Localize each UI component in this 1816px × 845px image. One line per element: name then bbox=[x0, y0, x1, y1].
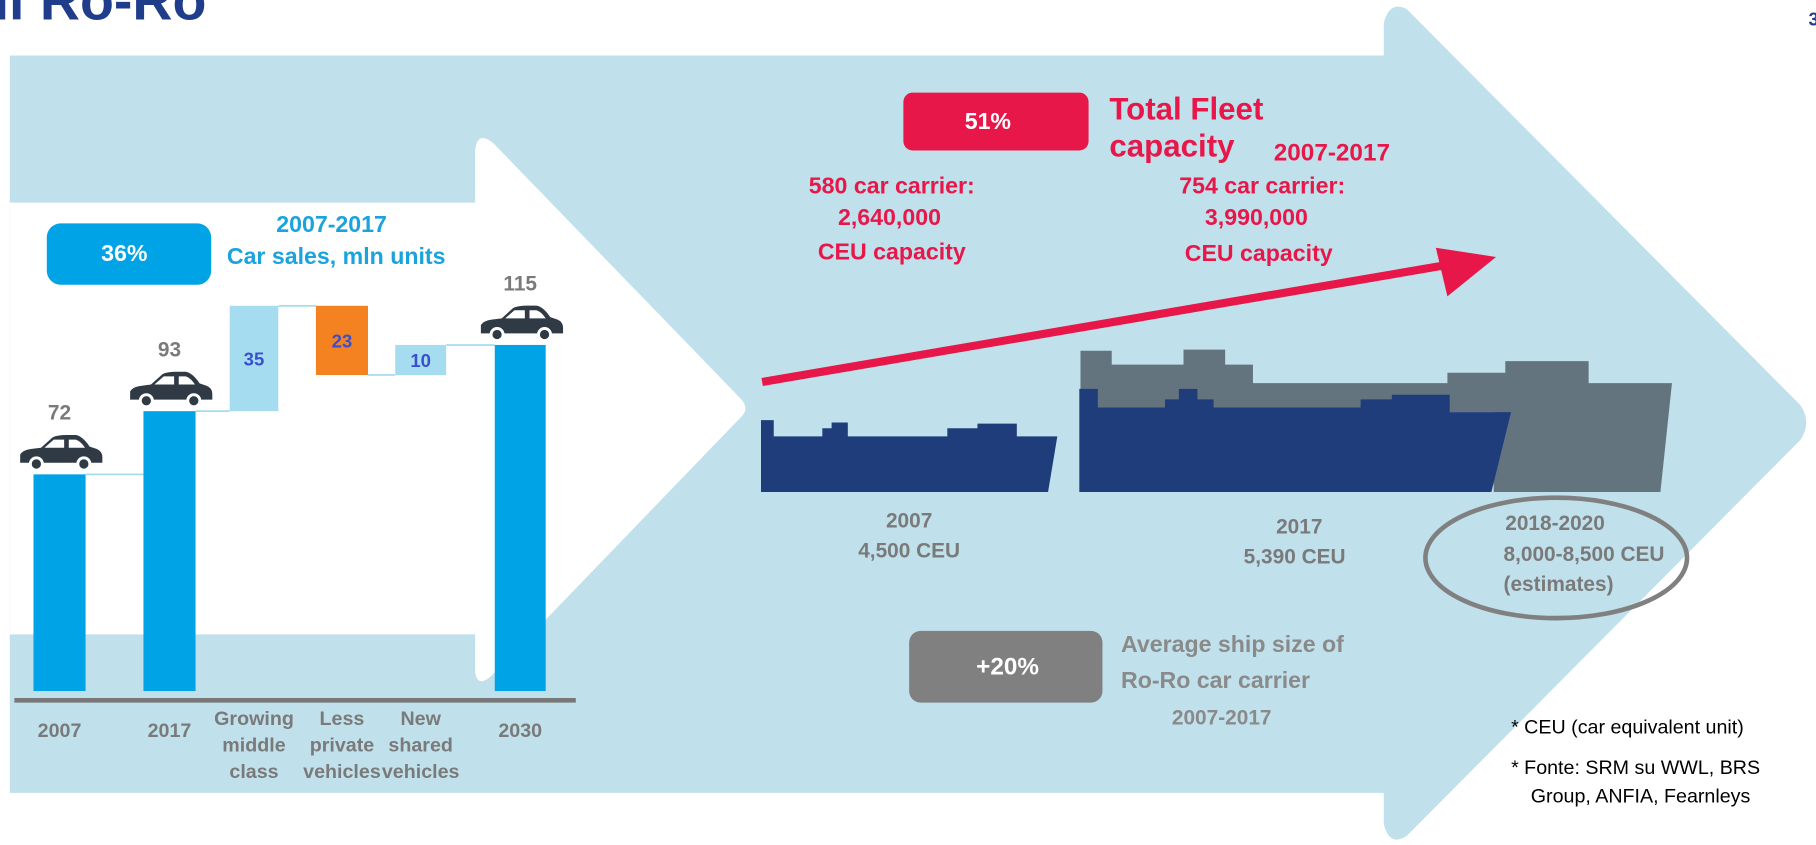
growth-arrow bbox=[761, 259, 1454, 386]
ship-year: 2007 bbox=[886, 510, 932, 533]
fleet-text: CEU capacity bbox=[818, 239, 966, 265]
x-tick-label: 2017 bbox=[148, 720, 192, 742]
tick-line: vehicles bbox=[382, 761, 460, 783]
size-text: Ro-Ro car carrier bbox=[1121, 667, 1310, 693]
ship-2017 bbox=[1079, 388, 1512, 492]
tick-line: Less bbox=[320, 708, 365, 730]
sales-badge-text: 36% bbox=[101, 240, 147, 266]
x-tick-label: 2030 bbox=[498, 720, 542, 742]
tick-line: New bbox=[400, 708, 441, 730]
tick-line: vehicles bbox=[303, 761, 381, 783]
growth-arrow-head bbox=[1435, 247, 1497, 297]
fleet-title: Total Fleet bbox=[1109, 91, 1264, 126]
size-badge-text: +20% bbox=[976, 653, 1039, 680]
bar bbox=[494, 344, 546, 692]
ship-year: 2017 bbox=[1276, 515, 1322, 538]
ship-2018 bbox=[1080, 349, 1672, 492]
value-label: 72 bbox=[48, 402, 71, 425]
fleet-text: 754 car carrier: bbox=[1179, 173, 1345, 199]
footnote: Group, ANFIA, Fearnleys bbox=[1531, 786, 1751, 808]
value-label: 93 bbox=[158, 338, 181, 361]
chart-title: Car sales, mln units bbox=[227, 243, 446, 269]
tick-line: shared bbox=[388, 735, 452, 757]
fleet-period: 2007-2017 bbox=[1274, 139, 1390, 166]
chart-subtitle: 2007-2017 bbox=[276, 211, 387, 237]
fleet-text: 3,990,000 bbox=[1205, 204, 1308, 230]
bar bbox=[395, 344, 447, 376]
fleet-text: 580 car carrier: bbox=[809, 173, 975, 199]
fleet-left: 580 car carrier: 2,640,000 CEU capacity … bbox=[809, 173, 1345, 266]
x-tick-label: Less private vehicles bbox=[303, 708, 381, 783]
ship-note: (estimates) bbox=[1504, 573, 1614, 596]
bar bbox=[33, 474, 86, 692]
fleet-badge bbox=[903, 92, 1089, 151]
fleet-badge-text: 51% bbox=[965, 108, 1011, 134]
value-label: 115 bbox=[503, 272, 537, 295]
ship-size: 5,390 CEU bbox=[1244, 545, 1346, 568]
ship-year: 2018-2020 bbox=[1505, 512, 1605, 535]
estimate-circle bbox=[1423, 495, 1690, 621]
fleet-title: capacity bbox=[1109, 128, 1235, 163]
tick-line: Growing bbox=[214, 708, 294, 730]
tick-line: private bbox=[310, 735, 375, 757]
sales-badge bbox=[46, 223, 212, 285]
ship-size: 4,500 CEU bbox=[858, 540, 960, 563]
size-period: 2007-2017 bbox=[1172, 706, 1272, 729]
fleet-text: 2,640,000 bbox=[838, 204, 941, 230]
footnote: * Fonte: SRM su WWL, BRS bbox=[1511, 757, 1760, 779]
x-tick-label: New shared vehicles bbox=[382, 708, 460, 783]
tick-line: class bbox=[229, 761, 278, 783]
slide-title: Il Ro-Ro bbox=[0, 0, 206, 31]
size-badge bbox=[909, 630, 1103, 703]
bar bbox=[229, 305, 279, 412]
ship-2007 bbox=[760, 420, 1058, 492]
footnote: * CEU (car equivalent unit) bbox=[1511, 716, 1744, 738]
page-number: 3 bbox=[1809, 9, 1816, 30]
x-tick-label: 2007 bbox=[38, 720, 82, 742]
bar bbox=[315, 305, 369, 376]
value-label: 35 bbox=[244, 349, 265, 370]
value-label: 10 bbox=[410, 350, 431, 371]
ship-size: 8,000-8,500 CEU bbox=[1504, 543, 1665, 566]
value-label: 23 bbox=[332, 331, 353, 352]
bar bbox=[143, 411, 196, 692]
size-text: Average ship size of bbox=[1121, 631, 1344, 657]
x-tick-label: Growing middle class bbox=[214, 708, 294, 783]
fleet-text: CEU capacity bbox=[1185, 240, 1333, 266]
tick-line: middle bbox=[222, 735, 285, 757]
